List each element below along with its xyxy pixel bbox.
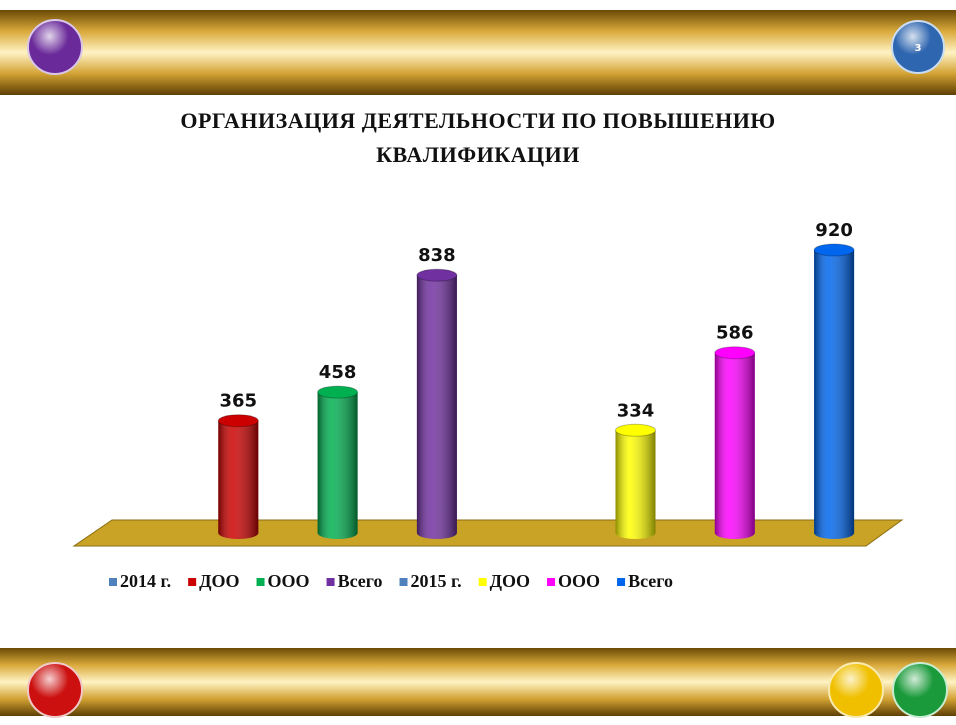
bar-shade [616, 430, 656, 533]
value-label: 838 [418, 245, 456, 266]
yellow-button[interactable] [829, 663, 883, 717]
legend-swatch [547, 578, 555, 586]
value-label: 365 [220, 391, 258, 412]
value-label: 920 [815, 220, 853, 241]
back-button[interactable] [28, 663, 82, 717]
bar-cap [318, 386, 358, 398]
top-bar [0, 10, 956, 95]
legend-swatch [617, 578, 625, 586]
bar-cap [814, 244, 854, 256]
legend-label: 2015 г. [411, 571, 462, 591]
legend-label: ДОО [490, 571, 530, 591]
value-label: 458 [319, 362, 357, 383]
value-label: 334 [617, 400, 655, 421]
bar-cap [715, 347, 755, 359]
bar-shade [715, 353, 755, 533]
legend-label: Всего [628, 571, 673, 591]
bar-cap [218, 415, 258, 427]
bar-cap [417, 269, 457, 281]
bar-cap [616, 424, 656, 436]
legend-label: 2014 г. [120, 571, 171, 591]
bar-shade [218, 421, 258, 533]
legend-swatch [327, 578, 335, 586]
bar-shade [318, 392, 358, 533]
slide-number-button[interactable]: 3 [892, 21, 944, 73]
value-label: 586 [716, 323, 754, 344]
legend-swatch [109, 578, 117, 586]
slide-number: 3 [915, 43, 922, 54]
next-button[interactable] [893, 663, 947, 717]
legend-label: Всего [338, 571, 383, 591]
bar-shade [814, 250, 854, 533]
slide: 3 365 458 838 334 586 920 2014 г. ДОО ООО Всего 20… [0, 0, 956, 725]
legend-swatch [400, 578, 408, 586]
legend-swatch [188, 578, 196, 586]
legend-label: ООО [268, 571, 310, 591]
legend-label: ДОО [199, 571, 239, 591]
bar-shade [417, 275, 457, 533]
chart-title: ОРГАНИЗАЦИЯ ДЕЯТЕЛЬНОСТИ ПО ПОВЫШЕНИЮ КВ… [118, 104, 838, 172]
chart-floor [74, 520, 902, 546]
nav-button[interactable] [28, 20, 82, 74]
bottom-bar [0, 648, 956, 716]
legend-swatch [479, 578, 487, 586]
legend-swatch [257, 578, 265, 586]
legend-label: ООО [558, 571, 600, 591]
